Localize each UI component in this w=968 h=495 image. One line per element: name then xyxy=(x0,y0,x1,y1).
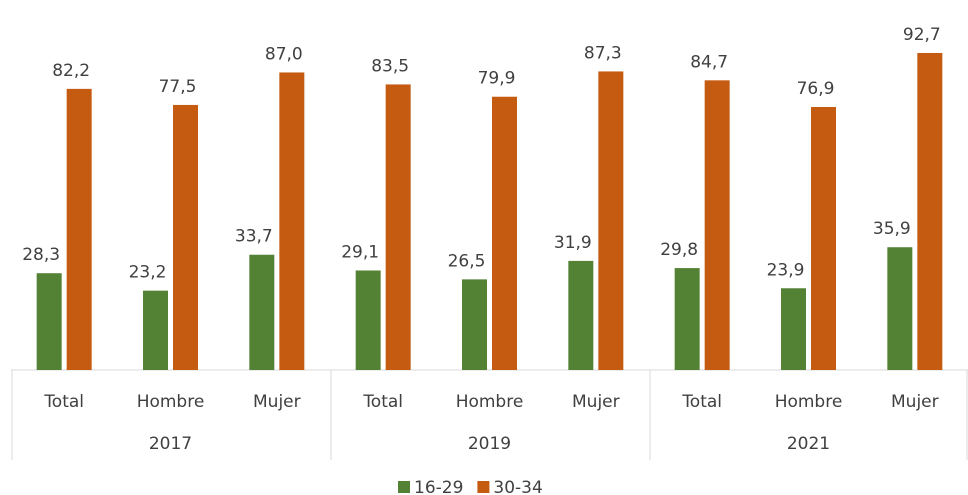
bar xyxy=(781,288,806,370)
legend-swatch xyxy=(398,481,410,493)
bar xyxy=(674,268,700,370)
legend-label: 30-34 xyxy=(493,478,542,495)
bar xyxy=(568,260,594,370)
data-label: 92,7 xyxy=(903,25,941,45)
group-label: 2017 xyxy=(149,434,192,454)
legend-swatch xyxy=(477,481,490,493)
legend-label: 16-29 xyxy=(414,478,463,495)
bar xyxy=(279,72,305,371)
data-label: 79,9 xyxy=(478,69,516,89)
bar xyxy=(143,290,168,370)
bar xyxy=(492,96,517,370)
bar xyxy=(36,273,62,370)
data-label: 33,7 xyxy=(235,227,273,247)
bar xyxy=(811,107,836,370)
x-tick-label: Hombre xyxy=(775,392,843,412)
bar xyxy=(887,247,913,370)
data-label: 28,3 xyxy=(22,245,60,265)
bar xyxy=(249,254,275,370)
x-tick-label: Mujer xyxy=(253,392,301,412)
x-tick-label: Hombre xyxy=(456,392,524,412)
data-label: 84,7 xyxy=(690,52,728,72)
bar xyxy=(598,71,624,371)
x-tick-label: Total xyxy=(43,392,84,412)
data-label: 23,2 xyxy=(129,263,167,283)
data-label: 29,1 xyxy=(341,242,379,262)
bar xyxy=(704,80,730,371)
group-label: 2019 xyxy=(468,434,511,454)
data-label: 23,9 xyxy=(767,260,805,280)
data-label: 31,9 xyxy=(554,233,592,253)
data-label: 87,0 xyxy=(265,44,303,64)
bar xyxy=(173,104,198,370)
data-label: 35,9 xyxy=(873,219,911,239)
data-label: 29,8 xyxy=(660,240,698,260)
data-label: 77,5 xyxy=(159,77,197,97)
bar xyxy=(385,84,411,371)
bar xyxy=(355,270,381,370)
data-label: 83,5 xyxy=(371,56,409,76)
data-label: 26,5 xyxy=(448,251,486,271)
x-tick-label: Mujer xyxy=(891,392,939,412)
data-label: 76,9 xyxy=(797,79,835,99)
bar xyxy=(66,88,92,370)
x-tick-label: Total xyxy=(681,392,722,412)
bar xyxy=(917,52,943,370)
group-label: 2021 xyxy=(787,434,830,454)
x-tick-label: Mujer xyxy=(572,392,620,412)
x-tick-label: Hombre xyxy=(137,392,205,412)
data-label: 87,3 xyxy=(584,43,622,63)
data-label: 82,2 xyxy=(52,61,90,81)
x-tick-label: Total xyxy=(362,392,403,412)
bar xyxy=(462,279,487,370)
